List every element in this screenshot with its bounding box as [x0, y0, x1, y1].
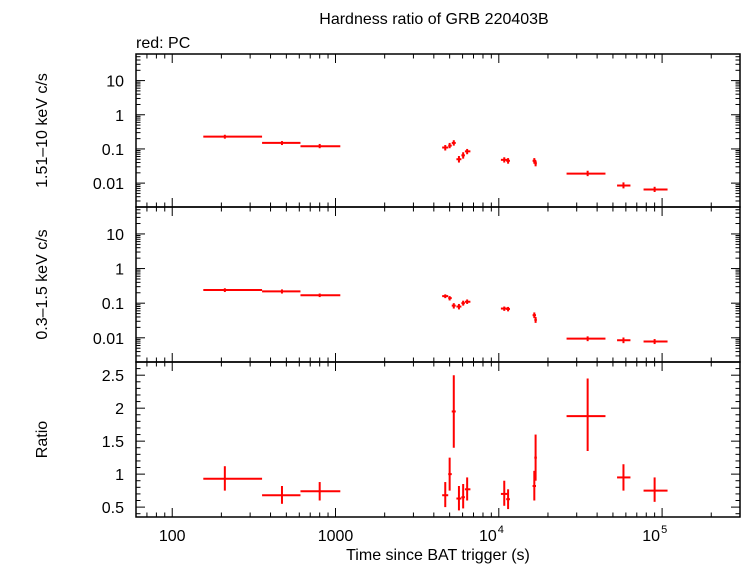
- plot-area: 10 1 0.1 0.01 1.51–10 keV c/s 10 1 0.1 0.01 0.3–1…: [34, 53, 741, 545]
- data-point: [506, 306, 510, 312]
- y-tick-label: 2: [115, 401, 124, 418]
- data-point: [506, 489, 510, 510]
- y-tick-label: 0.01: [93, 331, 124, 348]
- data-point: [300, 143, 341, 149]
- chart-subtitle: red: PC: [136, 35, 190, 52]
- data-point: [451, 140, 456, 146]
- data-point: [203, 134, 263, 139]
- y-tick-label: 1: [115, 467, 124, 484]
- data-point: [617, 337, 631, 344]
- panel-frame: [135, 206, 741, 363]
- data-point: [300, 293, 341, 298]
- data-point: [262, 289, 301, 294]
- y-tick-label: 1: [115, 108, 124, 125]
- data-point: [566, 378, 606, 452]
- x-tick-label: 10 4: [479, 524, 504, 545]
- data-point: [464, 477, 471, 501]
- data-point: [500, 480, 508, 506]
- data-point: [643, 186, 668, 192]
- data-point: [464, 299, 471, 304]
- data-point: [506, 158, 510, 164]
- data-point: [534, 160, 537, 167]
- data-point: [566, 170, 606, 177]
- y-tick-label: 10: [106, 74, 124, 91]
- y-tick-label: 0.01: [93, 176, 124, 193]
- data-point: [532, 470, 537, 501]
- data-point: [456, 156, 462, 163]
- data-point: [442, 145, 449, 151]
- y-tick-label: 1: [115, 262, 124, 279]
- x-axis-label: Time since BAT trigger (s): [346, 547, 530, 564]
- data-point: [262, 486, 301, 504]
- y-tick-label: 0.1: [102, 142, 124, 159]
- x-tick-labels: 100 1000 10 4 10 5: [159, 524, 667, 545]
- panel-ratio: 0.5 1 1.5 2 2.5 Ratio: [34, 361, 741, 518]
- data-point: [461, 152, 465, 159]
- data-point: [643, 339, 668, 345]
- data-point: [456, 303, 462, 310]
- x-tick-label-exponent: 4: [498, 524, 504, 536]
- x-tick-label-base: 10: [642, 528, 660, 545]
- x-tick-label: 100: [159, 528, 186, 545]
- y-tick-label: 10: [106, 227, 124, 244]
- y-tick-label: 1.5: [102, 434, 124, 451]
- y-axis-label: 0.3–1.5 keV c/s: [34, 229, 51, 339]
- data-point: [617, 182, 631, 189]
- data-point: [464, 148, 471, 155]
- panel-soft: 10 1 0.1 0.01 0.3–1.5 keV c/s: [34, 206, 741, 363]
- data-point: [461, 484, 465, 509]
- data-point: [451, 303, 456, 309]
- panel-frame: [135, 361, 741, 518]
- y-axis-label: Ratio: [34, 421, 51, 458]
- data-point: [203, 288, 263, 293]
- data-point: [300, 482, 341, 501]
- chart-title: Hardness ratio of GRB 220403B: [319, 11, 548, 28]
- data-point: [442, 482, 449, 508]
- data-point: [617, 464, 631, 491]
- x-tick-label-base: 10: [479, 528, 497, 545]
- data-point: [456, 486, 462, 511]
- data-point: [566, 336, 606, 342]
- data-point: [534, 434, 537, 481]
- panel-hard: 10 1 0.1 0.01 1.51–10 keV c/s: [34, 53, 741, 208]
- y-axis-label: 1.51–10 keV c/s: [34, 73, 51, 188]
- x-tick-label: 10 5: [642, 524, 667, 545]
- panel-frame: [135, 53, 741, 208]
- data-point: [534, 316, 537, 323]
- data-point: [461, 300, 465, 306]
- y-tick-label: 2.5: [102, 368, 124, 385]
- data-point: [451, 375, 456, 448]
- data-point: [448, 457, 452, 491]
- data-point: [643, 477, 668, 502]
- data-point: [448, 142, 452, 149]
- data-point: [203, 466, 263, 491]
- y-tick-label: 0.1: [102, 296, 124, 313]
- data-point: [442, 294, 449, 299]
- x-tick-label-exponent: 5: [661, 524, 667, 536]
- x-tick-label: 1000: [318, 528, 354, 545]
- data-point: [532, 312, 537, 319]
- y-tick-label: 0.5: [102, 500, 124, 517]
- data-point: [448, 296, 452, 301]
- data-point: [262, 141, 301, 146]
